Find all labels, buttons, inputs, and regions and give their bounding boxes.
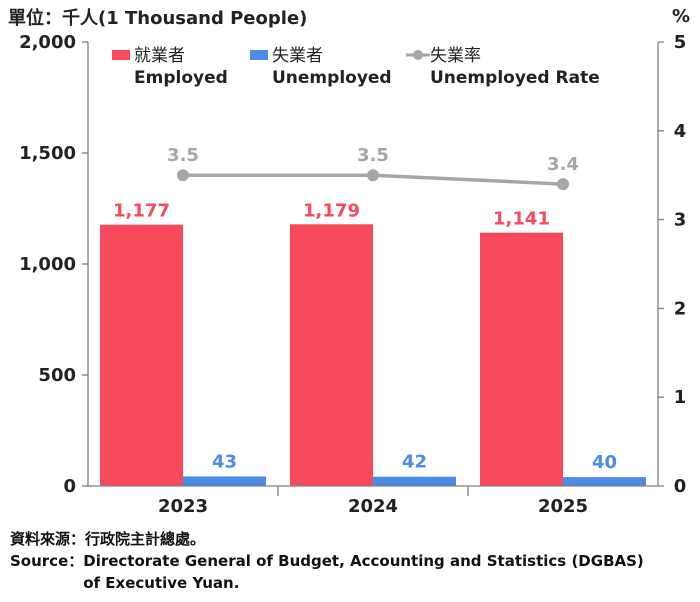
x-axis-ticks: 2023 2024 2025 bbox=[158, 486, 588, 517]
label-unemployed: 40 bbox=[592, 452, 617, 473]
right-tick-label: 1 bbox=[674, 387, 687, 408]
right-axis-unit: % bbox=[672, 6, 691, 27]
right-tick-label: 0 bbox=[674, 476, 687, 497]
left-tick-label: 500 bbox=[38, 365, 76, 386]
chart: 0 500 1,000 1,500 2,000 0 1 2 3 4 5 1,177 43 1,179 4… bbox=[19, 32, 686, 517]
bar-unemployed bbox=[373, 476, 456, 486]
label-employed: 1,179 bbox=[303, 200, 360, 221]
unit-label: 單位：千人(1 Thousand People) bbox=[8, 8, 308, 29]
source-note: 資料來源： 行政院主計總處。 Source： Directorate Gener… bbox=[10, 528, 663, 594]
bar-employed bbox=[480, 232, 563, 486]
label-unemployed: 43 bbox=[212, 451, 237, 472]
bar-unemployed bbox=[563, 477, 646, 486]
legend-swatch bbox=[250, 50, 268, 60]
data-labels: 1,177 43 1,179 42 1,141 40 3.5 3.5 3.4 bbox=[113, 145, 617, 473]
x-tick-label: 2023 bbox=[158, 496, 208, 517]
rate-point bbox=[557, 178, 569, 191]
right-tick-label: 2 bbox=[674, 298, 687, 319]
source-en-label: Source： bbox=[10, 552, 84, 570]
bar-employed bbox=[290, 224, 373, 486]
right-tick-label: 5 bbox=[674, 32, 687, 53]
left-axis-ticks: 0 500 1,000 1,500 2,000 bbox=[19, 32, 88, 497]
bar-employed bbox=[100, 224, 183, 486]
source-en-text: Directorate General of Budget, Accountin… bbox=[83, 552, 644, 592]
x-tick-label: 2024 bbox=[348, 496, 398, 517]
label-employed: 1,141 bbox=[493, 209, 550, 230]
rate-point bbox=[367, 169, 379, 182]
legend-swatch bbox=[112, 50, 130, 60]
legend-swatch-point bbox=[413, 50, 423, 60]
left-tick-label: 1,000 bbox=[19, 254, 76, 275]
label-rate: 3.5 bbox=[357, 145, 389, 166]
right-tick-label: 3 bbox=[674, 210, 687, 231]
label-unemployed: 42 bbox=[402, 452, 427, 473]
legend-label-en: Unemployed bbox=[272, 68, 392, 88]
label-rate: 3.5 bbox=[167, 145, 199, 166]
bars bbox=[100, 224, 646, 486]
rate-point bbox=[177, 169, 189, 182]
legend-label-zh: 就業者 bbox=[134, 46, 185, 66]
label-employed: 1,177 bbox=[113, 201, 170, 222]
source-zh-text: 行政院主計總處。 bbox=[85, 530, 206, 548]
rate-line bbox=[177, 169, 569, 191]
bar-unemployed bbox=[183, 476, 266, 486]
legend-label-en: Employed bbox=[134, 68, 228, 88]
source-zh-label: 資料來源： bbox=[10, 530, 86, 548]
axes bbox=[87, 42, 659, 487]
left-tick-label: 0 bbox=[63, 476, 76, 497]
left-tick-label: 2,000 bbox=[19, 32, 76, 53]
legend-label-en: Unemployed Rate bbox=[430, 68, 600, 88]
left-tick-label: 1,500 bbox=[19, 143, 76, 164]
x-tick-label: 2025 bbox=[538, 496, 588, 517]
right-tick-label: 4 bbox=[674, 121, 687, 142]
legend-label-zh: 失業者 bbox=[272, 46, 323, 66]
right-axis-ticks: 0 1 2 3 4 5 bbox=[658, 32, 686, 497]
legend-label-zh: 失業率 bbox=[430, 46, 481, 66]
label-rate: 3.4 bbox=[547, 154, 579, 175]
